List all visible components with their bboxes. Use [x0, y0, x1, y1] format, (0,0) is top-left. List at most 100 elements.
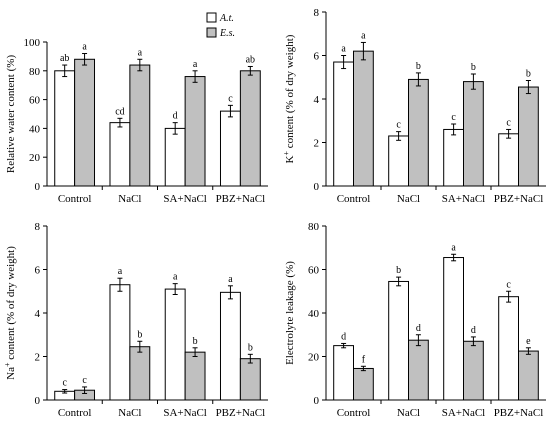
- y-tick-label: 0: [35, 395, 41, 407]
- x-tick-label: PBZ+NaCl: [494, 193, 544, 205]
- bar-at: [443, 257, 465, 401]
- y-tick-label: 0: [314, 395, 320, 407]
- significance-letter: a: [193, 59, 198, 70]
- bar-at: [164, 288, 186, 401]
- significance-letter: f: [362, 354, 366, 365]
- x-tick-label: SA+NaCl: [163, 407, 206, 419]
- chart-panel-na: 0 2 4 6 8 Na+ content (% of dry weight) Contro…: [3, 221, 268, 419]
- chart-panel-k: 0 2 4 6 8 K+ content (% of dry weight) Control…: [282, 7, 546, 205]
- x-tick-label: SA+NaCl: [442, 193, 485, 205]
- legend: A.t. E.s.: [206, 12, 235, 39]
- bar-es: [129, 64, 151, 187]
- bar-es: [184, 351, 206, 401]
- significance-letter: a: [118, 266, 123, 277]
- y-tick-label: 20: [308, 352, 320, 364]
- y-tick-label: 4: [314, 94, 320, 106]
- significance-letter: d: [173, 111, 178, 122]
- x-tick-label: Control: [337, 407, 371, 419]
- y-tick-label: 40: [308, 308, 320, 320]
- y-tick-label: 8: [314, 7, 320, 19]
- bar-at: [109, 122, 131, 187]
- bar-at: [164, 127, 186, 187]
- y-tick-label: 80: [308, 221, 320, 233]
- significance-letter: c: [396, 120, 401, 131]
- significance-letter: a: [341, 44, 346, 55]
- y-tick-label: 2: [35, 352, 41, 364]
- y-tick-label: 100: [24, 37, 41, 49]
- y-tick-label: 4: [35, 308, 41, 320]
- bar-at: [54, 70, 76, 187]
- y-tick-label: 0: [314, 181, 320, 193]
- significance-letter: b: [416, 61, 421, 72]
- bar-es: [463, 340, 484, 401]
- y-tick-label: 60: [29, 95, 41, 107]
- significance-letter: d: [416, 323, 421, 334]
- bar-es: [74, 58, 96, 187]
- legend-entry-es: E.s.: [206, 27, 235, 39]
- x-tick-label: Control: [58, 407, 92, 419]
- significance-letter: c: [506, 279, 511, 290]
- significance-letter: b: [471, 62, 476, 73]
- legend-swatch-at: [206, 12, 217, 23]
- legend-label-es: E.s.: [219, 28, 235, 39]
- x-tick-label: Control: [337, 193, 371, 205]
- y-tick-label: 6: [314, 51, 320, 63]
- bar-es: [518, 86, 539, 187]
- significance-letter: c: [62, 378, 67, 389]
- y-axis-title: Relative water content (%): [5, 55, 17, 174]
- significance-letter: a: [361, 30, 366, 41]
- significance-letter: e: [526, 336, 531, 347]
- significance-letter: ab: [246, 54, 255, 65]
- significance-letter: b: [137, 329, 142, 340]
- y-axis-title: Na+ content (% of dry weight): [3, 246, 18, 380]
- bar-es: [408, 78, 429, 187]
- y-axis-title: Electrolyte leakage (%): [284, 261, 296, 365]
- y-tick-label: 60: [308, 265, 320, 277]
- significance-letter: b: [396, 265, 401, 276]
- legend-entry-at: A.t.: [206, 12, 234, 24]
- y-tick-label: 6: [35, 265, 41, 277]
- bar-es: [353, 367, 374, 401]
- x-tick-label: SA+NaCl: [442, 407, 485, 419]
- x-tick-label: PBZ+NaCl: [494, 407, 544, 419]
- bar-es: [239, 70, 261, 187]
- bar-es: [129, 346, 151, 401]
- bar-at: [443, 128, 465, 187]
- y-tick-label: 8: [35, 221, 41, 233]
- significance-letter: a: [228, 274, 233, 285]
- bar-at: [388, 135, 410, 187]
- significance-letter: c: [506, 117, 511, 128]
- bar-at: [498, 296, 520, 401]
- bar-at: [219, 291, 241, 401]
- significance-letter: c: [451, 112, 456, 123]
- bar-at: [498, 133, 520, 187]
- significance-letter: cd: [115, 106, 124, 117]
- significance-letter: a: [138, 47, 143, 58]
- bar-es: [463, 81, 484, 187]
- bar-at: [109, 284, 131, 401]
- significance-letter: ab: [60, 53, 69, 64]
- significance-letter: c: [82, 375, 87, 386]
- x-tick-label: NaCl: [118, 193, 141, 205]
- x-tick-label: SA+NaCl: [163, 193, 206, 205]
- bar-es: [239, 358, 261, 401]
- x-tick-label: NaCl: [397, 407, 420, 419]
- significance-letter: b: [193, 336, 198, 347]
- significance-letter: a: [451, 242, 456, 253]
- y-axis-title: K+ content (% of dry weight): [282, 34, 297, 163]
- significance-letter: a: [82, 42, 87, 53]
- significance-letter: b: [248, 342, 253, 353]
- legend-swatch-es: [206, 27, 217, 38]
- bar-at: [333, 61, 355, 187]
- y-tick-label: 40: [29, 123, 41, 135]
- chart-panel-el: 0 20 40 60 80 Electrolyte leakage (%) Control d…: [284, 221, 546, 419]
- y-tick-label: 0: [35, 181, 41, 193]
- x-tick-label: NaCl: [397, 193, 420, 205]
- chart-panel-rwc: 0 20 40 60 80 100 Relative water content (%) Co…: [5, 37, 268, 205]
- bar-es: [184, 76, 206, 187]
- x-tick-label: PBZ+NaCl: [216, 407, 266, 419]
- y-tick-label: 20: [29, 152, 41, 164]
- bar-es: [408, 339, 429, 401]
- bar-at: [388, 280, 410, 401]
